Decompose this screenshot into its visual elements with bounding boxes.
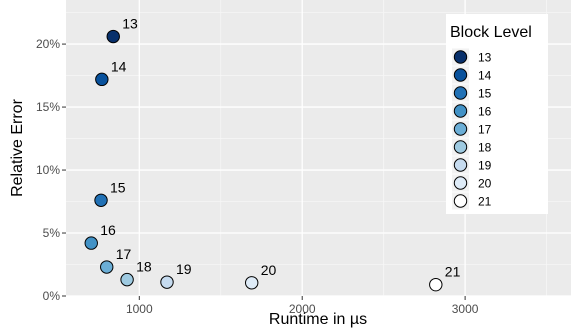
data-label: 20 <box>261 262 277 278</box>
legend-symbol <box>453 194 468 208</box>
data-point <box>120 272 134 287</box>
legend-items: 13 14 15 16 17 18 19 20 21 <box>452 48 492 210</box>
data-points <box>84 29 443 292</box>
data-label: 17 <box>116 246 132 262</box>
data-label: 14 <box>111 58 127 74</box>
legend-symbol <box>453 50 468 64</box>
y-axis-title: Relative Error <box>9 98 26 196</box>
y-tick-label: 10% <box>36 163 60 177</box>
legend-label: 20 <box>478 177 492 191</box>
legend-label: 19 <box>478 159 492 173</box>
data-point <box>429 277 443 292</box>
legend-label: 21 <box>478 195 492 209</box>
legend-label: 17 <box>478 123 492 137</box>
legend-symbol <box>453 140 468 154</box>
y-axis: 0% 5% 10% 15% 20% <box>36 37 66 303</box>
legend-symbol <box>453 68 468 82</box>
x-tick-label: 2000 <box>289 302 316 316</box>
y-tick-label: 20% <box>36 37 60 51</box>
x-tick-label: 1000 <box>126 302 153 316</box>
data-point <box>106 29 120 44</box>
x-tick-label: 3000 <box>452 302 479 316</box>
data-label: 16 <box>100 222 116 238</box>
legend-label: 14 <box>478 69 492 83</box>
data-label: 21 <box>445 264 461 280</box>
data-point <box>84 236 98 250</box>
y-tick-label: 5% <box>43 226 61 240</box>
legend-label: 18 <box>478 141 492 155</box>
data-point <box>100 260 114 274</box>
legend-symbol <box>453 104 468 118</box>
legend-label: 13 <box>478 51 492 65</box>
legend-symbol <box>453 176 468 190</box>
legend-title: Block Level <box>450 24 532 41</box>
y-tick-label: 15% <box>36 100 60 114</box>
x-axis-title: Runtime in µs <box>269 311 367 328</box>
legend-symbol <box>453 158 468 172</box>
legend-label: 16 <box>478 105 492 119</box>
y-tick-label: 0% <box>43 289 61 303</box>
data-label: 13 <box>122 16 138 32</box>
data-label: 19 <box>176 261 192 277</box>
legend-symbol <box>453 122 468 136</box>
data-point <box>95 72 109 87</box>
legend-label: 15 <box>478 87 492 101</box>
data-point <box>245 276 259 290</box>
data-label: 18 <box>136 259 152 275</box>
legend-symbol <box>453 86 468 100</box>
data-point <box>160 275 174 289</box>
legend: Block Level 13 14 15 16 17 18 19 20 21 <box>446 14 548 214</box>
x-axis: 1000 2000 3000 <box>126 296 479 316</box>
data-label: 15 <box>110 179 126 195</box>
data-point <box>94 193 108 207</box>
